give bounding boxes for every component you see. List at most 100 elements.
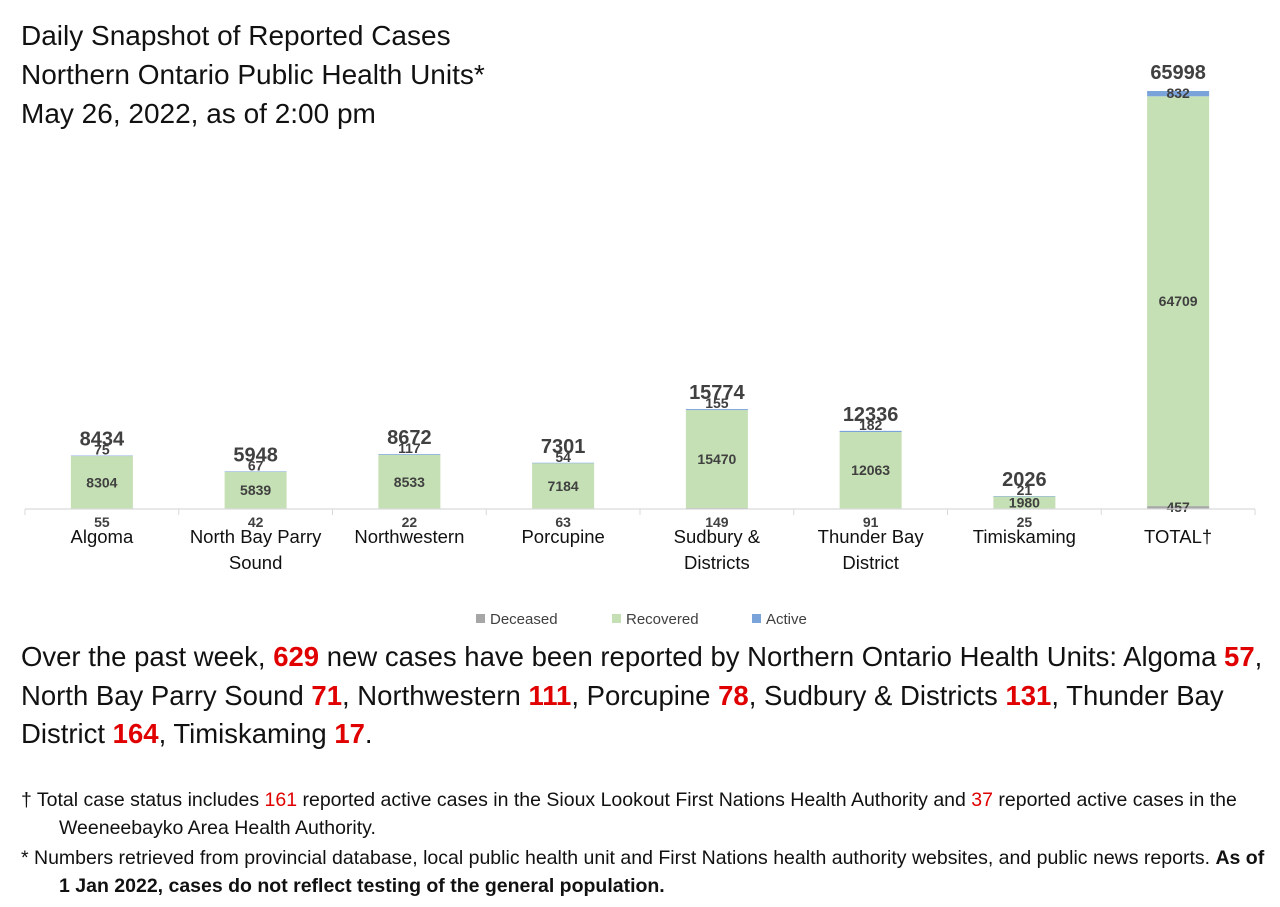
summary-item-value: 17 [334,718,365,749]
label-active-6: 21 [1017,482,1033,498]
category-label-0-0: Algoma [71,526,134,547]
category-label-5-1: District [842,552,899,573]
chart-title: Daily Snapshot of Reported Cases Norther… [21,16,485,133]
label-deceased-5: 91 [863,514,879,530]
bar-recovered-7 [1147,96,1210,507]
label-active-4: 155 [705,395,729,411]
summary-item-name: Sudbury & Districts [763,679,1006,711]
summary-item-name: North Bay Parry Sound [21,679,312,711]
category-label-7-0: TOTAL† [1144,526,1212,547]
summary-item-name: Algoma [1123,641,1225,672]
weekly-summary: Over the past week, 629 new cases have b… [21,638,1266,754]
footnote-weeneebayko-count: 37 [971,789,993,811]
bar-deceased-7 [1147,506,1210,509]
label-total-6: 2026 [1002,469,1047,491]
label-deceased-3: 63 [555,514,571,530]
category-label-4-1: Districts [684,552,750,573]
summary-item-name: Porcupine [586,679,719,711]
category-label-4-0: Sudbury & [674,526,761,547]
bar-active-0 [70,455,133,457]
label-recovered-1: 5839 [240,482,271,498]
bar-recovered-2 [378,454,441,509]
legend-label-active: Active [766,611,807,628]
label-recovered-5: 12063 [851,462,890,478]
summary-item-sep: , [571,679,587,711]
summary-item-sep: , [1254,641,1263,672]
label-deceased-4: 149 [705,514,729,530]
label-recovered-2: 8533 [394,474,425,490]
summary-item-value: 57 [1224,641,1255,672]
label-deceased-1: 42 [248,514,264,530]
summary-item-value: 71 [311,679,343,711]
summary-item-sep: , [1051,679,1067,711]
label-active-3: 54 [555,449,571,465]
label-recovered-7: 64709 [1159,293,1198,309]
bar-active-7 [1147,91,1210,97]
bar-recovered-0 [70,456,133,509]
bar-active-4 [685,409,748,411]
label-active-2: 117 [398,440,421,456]
label-total-5: 12336 [843,404,899,426]
label-active-1: 67 [248,457,264,473]
summary-total-new: 629 [273,641,320,672]
bar-active-6 [993,496,1056,497]
summary-item-value: 111 [528,679,572,711]
bar-active-3 [532,462,595,464]
summary-items: Algoma 57, North Bay Parry Sound 71, Nor… [21,641,1262,749]
legend-label-recovered: Recovered [626,611,699,628]
label-deceased-2: 22 [402,514,418,530]
category-label-6-0: Timiskaming [973,526,1076,547]
summary-item-sep: , [158,718,174,749]
bar-active-5 [839,430,902,433]
legend-swatch-recovered [612,614,621,623]
category-label-1-1: Sound [229,552,283,573]
label-total-0: 8434 [80,429,125,451]
bar-recovered-3 [532,463,595,509]
summary-intro: Over the past week, [21,641,274,672]
title-line-2: Northern Ontario Public Health Units* [21,59,485,90]
footnote-dagger: † Total case status includes 161 reporte… [21,786,1271,842]
label-total-3: 7301 [541,436,586,458]
label-deceased-0: 55 [94,514,110,530]
summary-intro-2: new cases have been reported by Northern… [319,641,1124,672]
legend-label-deceased: Deceased [490,611,558,628]
label-total-4: 15774 [689,382,745,404]
footnote-asterisk: * Numbers retrieved from provincial data… [21,844,1271,900]
summary-item-sep: . [364,718,373,749]
summary-item-sep: , [748,679,764,711]
bar-recovered-6 [993,496,1056,509]
label-recovered-4: 15470 [697,451,736,467]
label-deceased-6: 25 [1017,514,1033,530]
title-line-1: Daily Snapshot of Reported Cases [21,20,451,51]
footnote-dagger-b: reported active cases in the Sioux Looko… [297,789,972,811]
legend-swatch-deceased [476,614,485,623]
summary-item-name: Northwestern [357,679,529,711]
legend-swatch-active [752,614,761,623]
bar-active-2 [378,454,441,455]
bar-recovered-4 [685,410,748,509]
label-recovered-3: 7184 [548,478,579,494]
category-label-5-0: Thunder Bay [818,526,925,547]
category-label-1-0: North Bay Parry [190,526,322,547]
label-active-0: 75 [94,442,110,458]
footnote-asterisk-bold: As of 1 Jan 2022, cases do not reflect t… [59,847,1265,897]
label-total-1: 5948 [233,444,278,466]
summary-item-name: Thunder Bay District [21,679,1224,750]
summary-item-sep: , [342,679,358,711]
label-active-5: 182 [859,417,883,433]
label-total-7: 65998 [1150,62,1206,84]
category-label-3-0: Porcupine [521,526,604,547]
label-active-7: 832 [1166,85,1190,101]
label-deceased-7: 457 [1166,499,1190,515]
bar-active-1 [224,471,287,472]
bar-recovered-1 [224,471,287,509]
bar-recovered-5 [839,432,902,509]
summary-item-value: 78 [718,679,749,711]
label-recovered-0: 8304 [86,474,117,490]
label-recovered-6: 1980 [1009,495,1040,511]
summary-item-value: 164 [112,718,159,749]
footnote-dagger-c: reported active cases in the Weeneebayko… [59,789,1237,839]
summary-item-value: 131 [1005,679,1052,711]
summary-item-name: Timiskaming [173,718,335,749]
